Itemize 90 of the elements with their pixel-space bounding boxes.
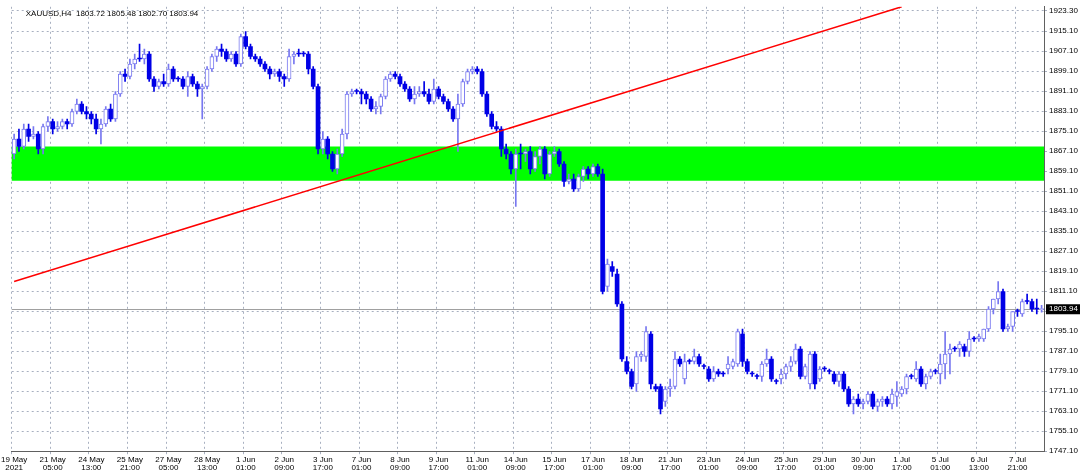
candlestick [113, 91, 118, 122]
y-tick-label: 1763.10 [1049, 406, 1079, 416]
y-tick-label: 1755.10 [1049, 426, 1079, 436]
x-tick-label: 21 May 05:00 [39, 454, 66, 472]
y-tick-label: 1843.10 [1049, 206, 1079, 216]
candlestick [928, 368, 933, 380]
candlestick [711, 366, 716, 382]
y-tick-label: 1859.10 [1049, 166, 1079, 176]
y-tick-label: 1835.10 [1049, 226, 1079, 236]
x-tick-label: 15 Jun 17:00 [542, 454, 567, 472]
x-tick-label: 7 Jun 01:00 [351, 454, 372, 472]
candlestick [904, 373, 909, 395]
candlestick [576, 173, 581, 192]
candlestick [142, 48, 147, 65]
candlestick [412, 86, 417, 105]
x-tick-label: 1 Jul 17:00 [891, 454, 913, 472]
y-tick-label: 1747.10 [1049, 446, 1079, 456]
candlestick [634, 351, 639, 392]
y-tick-label: 1907.10 [1049, 46, 1079, 56]
candlestick [272, 68, 277, 77]
y-tick-label: 1875.10 [1049, 126, 1079, 136]
candlestick [817, 366, 823, 382]
candlestick [851, 396, 856, 415]
y-tick-label: 1899.10 [1049, 66, 1079, 76]
y-tick-label: 1923.30 [1049, 6, 1079, 15]
x-tick-label: 3 Jun 17:00 [312, 454, 334, 472]
x-tick-label: 27 May 05:00 [155, 454, 182, 472]
candlestick [547, 151, 552, 177]
x-tick-label: 17 Jun 01:00 [580, 454, 605, 472]
candlestick [552, 146, 557, 157]
candlestick [383, 76, 388, 100]
candlestick [334, 148, 340, 175]
y-tick-label: 1787.10 [1049, 346, 1079, 356]
x-tick-label: 11 Jun 01:00 [465, 454, 489, 472]
candlestick [1010, 311, 1015, 332]
candlestick [470, 66, 475, 75]
y-tick-label: 1851.10 [1049, 186, 1079, 196]
y-tick-label: 1883.10 [1049, 106, 1079, 116]
candlestick [31, 126, 36, 140]
y-tick-label: 1811.10 [1049, 286, 1078, 296]
y-tick-label: 1771.10 [1049, 386, 1079, 396]
x-tick-label: 23 Jun 01:00 [696, 454, 721, 472]
y-tick-label: 1819.10 [1049, 266, 1079, 276]
x-tick-label: 25 Jun 17:00 [773, 454, 798, 472]
candlestick [682, 353, 687, 385]
x-tick-label: 6 Jul 13:00 [968, 454, 990, 472]
candlestick [875, 398, 880, 412]
y-tick-label: 1867.10 [1049, 146, 1079, 156]
candlestick [880, 396, 885, 407]
x-tick-label: 30 Jun 09:00 [851, 454, 876, 472]
candlestick [986, 306, 991, 332]
candlestick [957, 341, 962, 357]
y-tick-label: 1779.10 [1049, 366, 1079, 376]
candlestick [416, 86, 422, 97]
ref-line-label: 1803.94 [1049, 304, 1079, 314]
x-tick-label: 9 Jun 17:00 [428, 454, 450, 472]
candlestick [581, 166, 586, 182]
x-tick-label: 19 May 2021 [1, 454, 28, 472]
x-tick-label: 2 Jun 09:00 [274, 454, 295, 472]
x-tick-label: 25 May 21:00 [116, 454, 144, 472]
x-tick-label: 18 Jun 09:00 [619, 454, 644, 472]
candlestick [281, 73, 287, 87]
x-tick-label: 5 Jul 01:00 [930, 454, 951, 472]
candlestick [991, 298, 996, 315]
chart-title: XAUUSD,H4 1803.72 1805.48 1802.70 1803.94 [25, 9, 199, 18]
candlestick [663, 386, 668, 407]
x-tick-label: 1 Jun 01:00 [235, 454, 257, 472]
x-tick-label: 7 Jul 21:00 [1007, 454, 1029, 472]
x-tick-label: 8 Jun 09:00 [390, 454, 411, 472]
candlestick [605, 258, 610, 292]
x-tick-label: 24 May 13:00 [78, 454, 105, 472]
x-tick-label: 28 May 13:00 [193, 454, 221, 472]
candlestick [793, 343, 798, 365]
candlestick [388, 71, 393, 82]
y-tick-label: 1795.10 [1049, 326, 1079, 336]
x-tick-label: 21 Jun 17:00 [658, 454, 683, 472]
y-tick-label: 1891.10 [1049, 86, 1079, 96]
candlestick [199, 83, 205, 120]
candlestick [166, 63, 171, 87]
y-tick-label: 1915.10 [1049, 26, 1079, 36]
candlestick [523, 148, 528, 162]
candlestick [735, 328, 741, 367]
candlestick [60, 118, 65, 130]
x-tick-label: 29 Jun 01:00 [812, 454, 837, 472]
x-tick-label: 14 Jun 09:00 [503, 454, 528, 472]
candlestick [465, 68, 470, 85]
candlestick [764, 348, 769, 367]
x-tick-label: 24 Jun 09:00 [735, 454, 760, 472]
y-tick-label: 1827.10 [1049, 246, 1079, 256]
candlestick [55, 121, 60, 132]
